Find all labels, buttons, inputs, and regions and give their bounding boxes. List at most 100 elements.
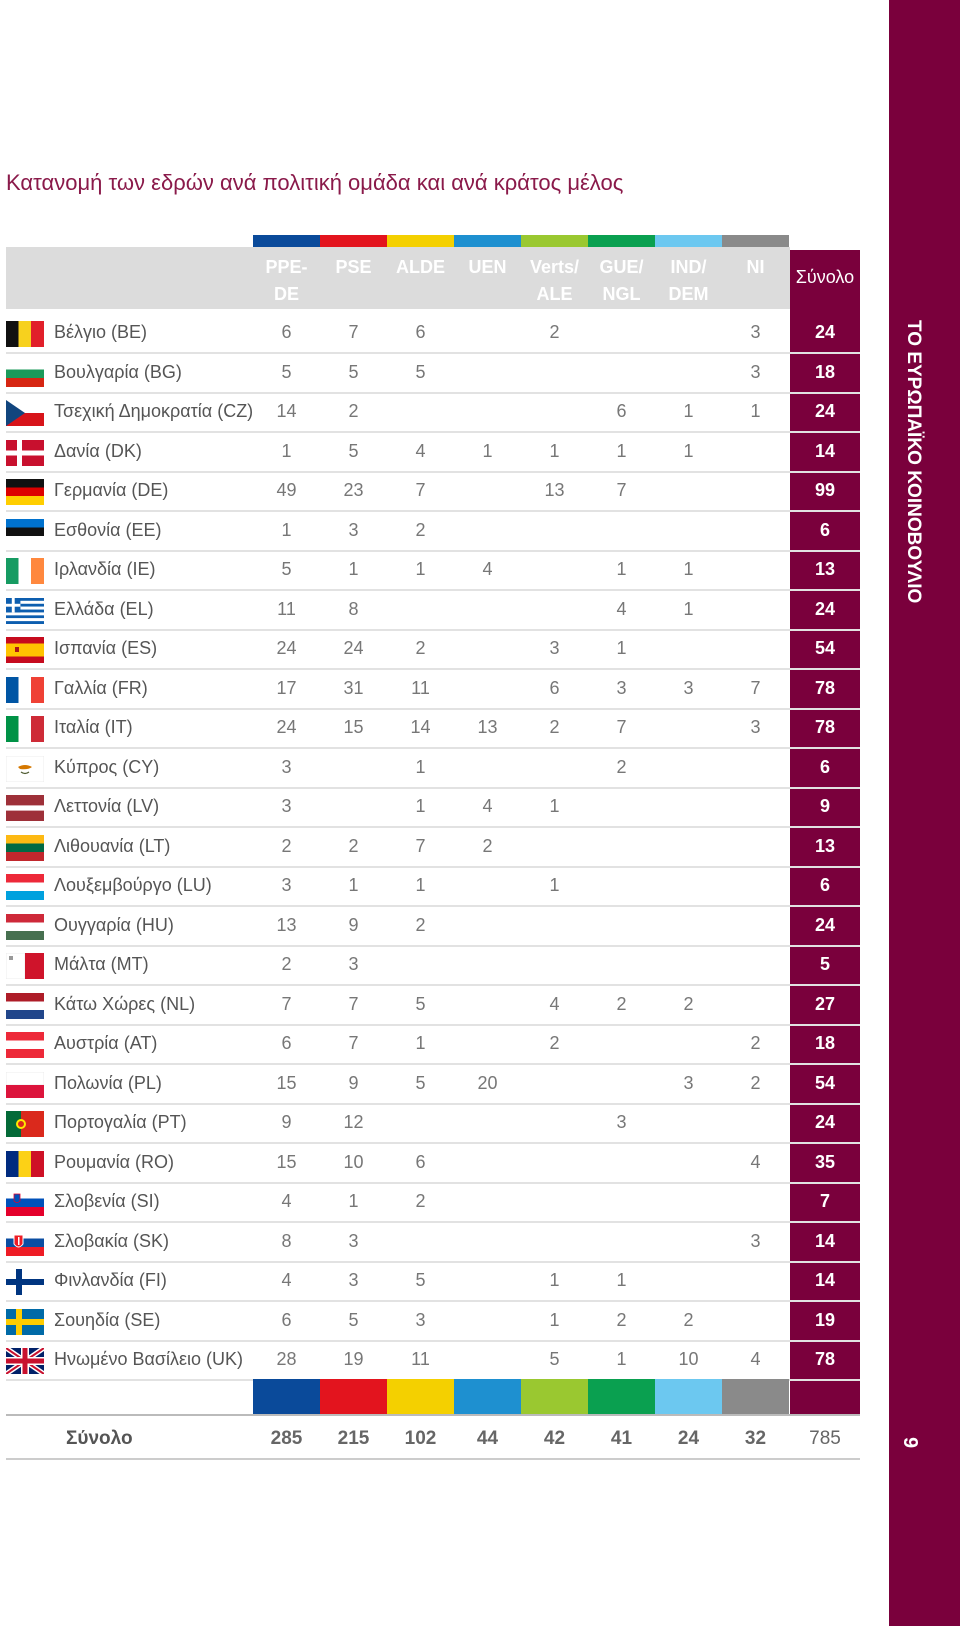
seat-count: 1 <box>348 1191 359 1211</box>
seat-count: 4 <box>549 993 560 1014</box>
group-total: 102 <box>404 1428 437 1449</box>
seat-count: 9 <box>281 1112 292 1132</box>
seat-count: 24 <box>276 638 297 658</box>
group-header: PPE- DE <box>265 257 308 304</box>
seat-count: 1 <box>482 440 493 461</box>
seat-count: 5 <box>281 361 292 382</box>
country-flag-icon <box>6 1032 44 1058</box>
group-total: 32 <box>744 1428 767 1449</box>
group-color-swatch <box>521 1379 588 1414</box>
seat-count: 7 <box>281 993 292 1014</box>
row-total: 14 <box>814 440 836 461</box>
group-total: 215 <box>337 1428 370 1449</box>
seat-count: 28 <box>276 1349 297 1369</box>
country-flag-icon <box>6 360 44 387</box>
seat-count: 5 <box>415 1270 426 1290</box>
seat-count: 1 <box>415 796 426 816</box>
country-flag-icon <box>6 1269 44 1295</box>
seat-count: 2 <box>348 835 359 856</box>
country-flag-icon <box>6 1308 44 1335</box>
seat-count: 2 <box>415 638 426 658</box>
group-color-strip-top <box>253 235 789 247</box>
country-flag-icon <box>6 1229 44 1256</box>
summary-row: Σύνολο 285 215 102 44 42 41 24 32 785 <box>6 1418 860 1460</box>
row-total: 24 <box>814 914 836 935</box>
group-color-swatch <box>655 235 722 247</box>
seat-count: 15 <box>276 1151 297 1172</box>
seat-count: 2 <box>683 993 694 1014</box>
group-color-swatch <box>655 1379 722 1414</box>
group-color-strip-bottom <box>253 1379 789 1414</box>
seat-count: 6 <box>281 322 292 342</box>
table-row: Σλοβακία (SK) 8 3 3 14 <box>6 1222 860 1263</box>
table-row: Πολωνία (PL) 15 9 5 20 3 2 54 <box>5 1064 860 1105</box>
seat-count: 1 <box>616 559 627 579</box>
seat-count: 20 <box>477 1072 498 1093</box>
seat-count: 7 <box>616 717 627 737</box>
table-row: Μάλτα (MT) 2 3 5 <box>5 945 860 986</box>
seat-count: 7 <box>415 480 426 500</box>
table-row: Λουξεμβούργο (LU) 3 1 1 1 6 <box>6 866 860 907</box>
seat-count: 9 <box>348 1072 359 1093</box>
seat-count: 4 <box>281 1191 292 1211</box>
seat-count: 8 <box>348 598 359 619</box>
country-name: Μάλτα (MT) <box>54 954 149 974</box>
country-name: Πολωνία (PL) <box>54 1072 162 1093</box>
country-flag-icon <box>4 1345 46 1377</box>
group-header: ALDE <box>396 257 445 277</box>
seat-count: 19 <box>343 1349 364 1369</box>
country-flag-icon <box>5 755 45 782</box>
country-name: Σουηδία (SE) <box>54 1309 161 1330</box>
country-flag-icon <box>6 637 44 663</box>
seat-count: 5 <box>415 993 426 1014</box>
table-row: Ισπανία (ES) 24 24 2 3 1 54 <box>6 629 860 670</box>
seat-count: 3 <box>616 677 627 698</box>
country-name: Σλοβενία (SI) <box>54 1191 160 1211</box>
seat-count: 2 <box>616 756 627 777</box>
row-total: 35 <box>814 1151 836 1172</box>
group-total: 42 <box>543 1428 566 1449</box>
seat-count: 4 <box>482 796 493 816</box>
table-row: Βέλγιο (BE) 6 7 6 2 3 24 <box>6 313 860 354</box>
seat-count: 3 <box>683 1072 694 1093</box>
row-total: 5 <box>819 954 830 974</box>
country-flag-icon <box>6 874 44 900</box>
total-column-header: Σύνολο <box>795 267 855 287</box>
table-row: Κύπρος (CY) 3 1 2 6 <box>5 748 860 789</box>
table-row: Φινλανδία (FI) 4 3 5 1 1 14 <box>6 1261 860 1302</box>
seat-count: 3 <box>281 875 292 895</box>
row-total: 24 <box>814 1112 836 1132</box>
seat-count: 1 <box>415 559 426 579</box>
table-row: Λιθουανία (LT) 2 2 7 2 13 <box>6 827 860 868</box>
seat-count: 5 <box>348 1309 359 1330</box>
group-color-swatch <box>722 235 789 247</box>
seat-count: 1 <box>683 559 694 579</box>
country-flag-icon <box>6 716 44 742</box>
country-name: Ισπανία (ES) <box>54 638 158 658</box>
seat-count: 2 <box>683 1309 694 1330</box>
seat-count: 5 <box>281 559 292 579</box>
seat-count: 3 <box>750 361 761 382</box>
row-total: 18 <box>814 361 836 382</box>
seat-count: 49 <box>276 480 297 500</box>
seat-count: 3 <box>281 756 292 777</box>
seat-count: 3 <box>415 1309 426 1330</box>
seat-count: 1 <box>549 875 560 895</box>
row-total: 14 <box>814 1230 836 1251</box>
group-color-swatch <box>253 235 320 247</box>
country-name: Πορτογαλία (PT) <box>54 1112 187 1132</box>
row-total: 14 <box>814 1270 836 1290</box>
country-flag-icon <box>6 558 44 584</box>
group-color-swatch <box>387 235 454 247</box>
seat-count: 31 <box>343 677 364 698</box>
seat-count: 5 <box>348 440 359 461</box>
seat-count: 15 <box>276 1072 297 1093</box>
group-color-swatch <box>588 1379 655 1414</box>
seat-count: 6 <box>281 1309 292 1330</box>
row-total: 78 <box>814 717 836 737</box>
seat-count: 7 <box>348 993 359 1014</box>
row-total: 19 <box>814 1309 836 1330</box>
seat-count: 2 <box>616 993 627 1014</box>
country-flag-icon <box>6 834 44 861</box>
row-total: 54 <box>814 638 836 658</box>
